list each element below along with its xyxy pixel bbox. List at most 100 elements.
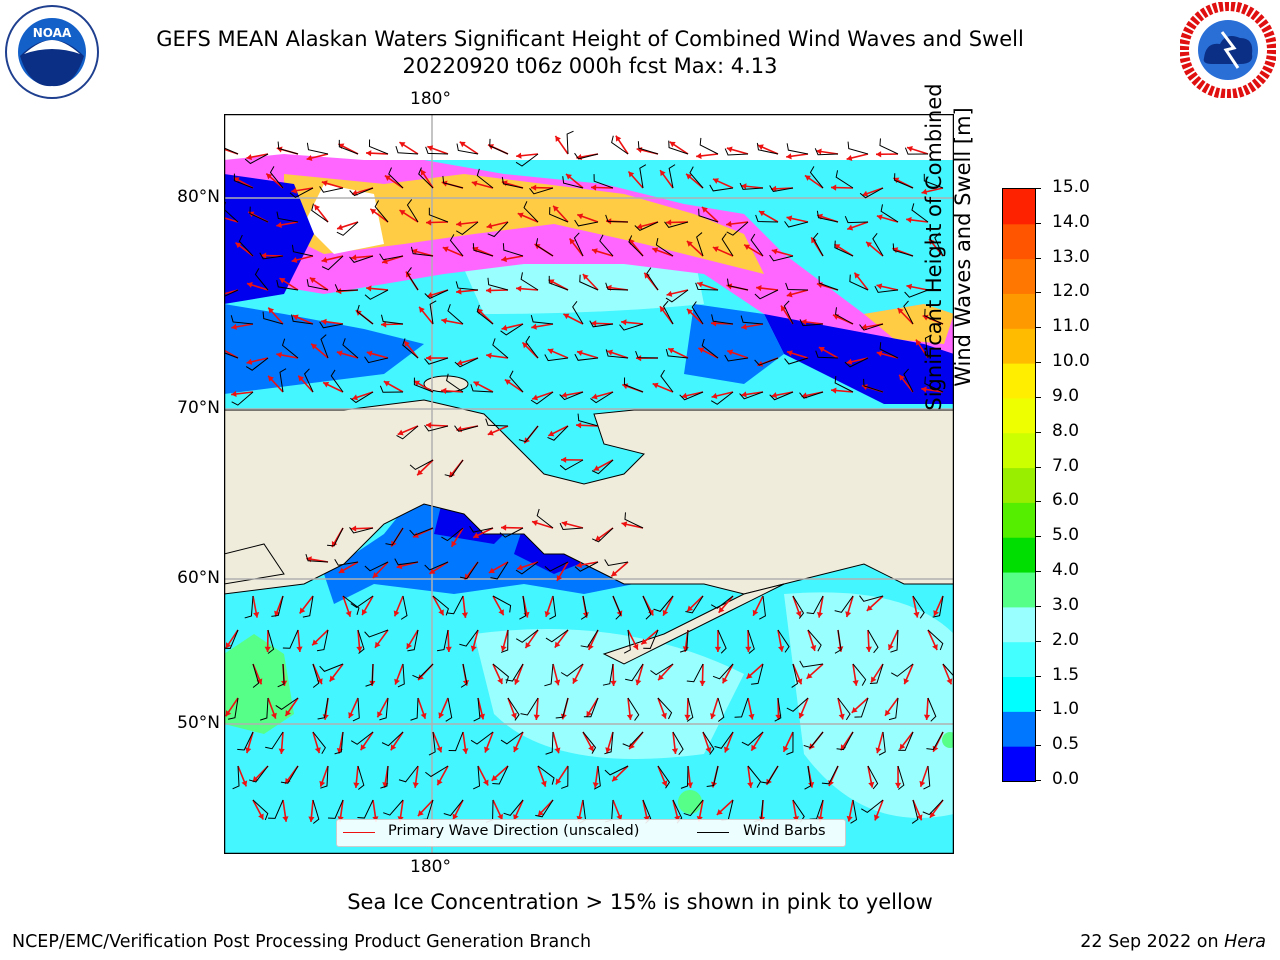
high-wave-zone	[224, 634, 294, 734]
wave-arrow-head	[668, 347, 675, 354]
wave-arrow-head	[419, 306, 425, 313]
wind-barb	[492, 595, 512, 613]
wind-barb	[545, 731, 554, 755]
wind-barb	[501, 176, 524, 189]
colorbar-band	[1003, 293, 1035, 329]
colorbar-tick-label: 2.0	[1052, 629, 1080, 650]
wave-arrow-head	[253, 611, 260, 618]
wave-arrow-head	[846, 154, 853, 161]
wind-barb	[799, 319, 824, 327]
colorbar-tick-mark	[1035, 640, 1041, 642]
wind-barb	[350, 391, 374, 404]
colorbar-tick-mark	[1035, 501, 1041, 503]
light-wave-zone	[474, 629, 744, 759]
wind-barb	[472, 243, 494, 257]
wind-barb	[441, 527, 464, 542]
wave-arrow-head	[701, 206, 708, 213]
wind-barb	[665, 349, 689, 359]
wave-arrow-head	[786, 291, 793, 298]
wind-barb	[349, 187, 374, 197]
wind-barb	[577, 413, 599, 427]
wind-barb	[349, 526, 374, 534]
wind-barb	[350, 731, 374, 745]
sea-ice	[864, 304, 954, 344]
wave-arrow-head	[796, 678, 803, 685]
wind-barb	[529, 187, 554, 195]
wave-arrow-head	[752, 609, 759, 616]
wind-barb	[879, 138, 899, 155]
wind-barb	[739, 182, 764, 190]
wind-barb	[306, 142, 329, 155]
wind-barb	[874, 285, 899, 293]
wind-barb	[680, 765, 689, 789]
wind-barb	[364, 561, 389, 572]
wind-barb	[233, 173, 254, 189]
wind-barb	[328, 799, 344, 819]
wind-barb	[291, 244, 314, 257]
wind-barb	[473, 765, 481, 790]
wave-arrow-head	[899, 743, 906, 750]
wind-barb	[537, 765, 555, 785]
wind-barb	[549, 207, 569, 223]
wind-barb	[244, 595, 254, 619]
wind-barb	[863, 378, 884, 393]
low-wave-zone	[224, 304, 424, 394]
wind-barb	[574, 219, 599, 227]
wave-arrow-head	[607, 349, 614, 356]
wave-arrow-head	[610, 680, 617, 686]
wave-arrow-head	[846, 358, 853, 365]
wind-barb	[485, 418, 509, 427]
wind-barb	[276, 279, 299, 291]
wind-barb	[445, 697, 453, 722]
wave-arrow-head	[741, 323, 747, 330]
wave-arrow-head	[462, 680, 470, 686]
chart-subtitle: 20220920 t06z 000h fcst Max: 4.13	[402, 54, 778, 78]
wind-barb	[619, 323, 644, 331]
wave-arrow-head	[712, 178, 719, 184]
wave-arrow-head	[270, 712, 277, 719]
wind-barb	[282, 629, 299, 649]
wave-arrow-head	[861, 323, 867, 330]
wave-arrow-head	[531, 323, 537, 330]
colorbar-label-line1: Significant Height of Combined	[922, 83, 946, 411]
wave-arrow-head	[577, 213, 584, 220]
wave-arrow-head	[426, 422, 432, 429]
wind-barb	[605, 214, 629, 223]
wave-arrow-head	[316, 678, 323, 685]
wind-barb	[277, 141, 299, 155]
wave-arrow-head	[282, 816, 289, 822]
wind-barb	[724, 148, 749, 156]
wave-arrow-head	[351, 525, 357, 532]
wave-arrow-head	[746, 672, 753, 679]
wind-barb	[306, 279, 329, 291]
wind-barb	[455, 281, 479, 291]
wind-barb	[712, 663, 734, 680]
wind-barb	[364, 356, 389, 364]
wind-barb	[548, 275, 569, 291]
colorbar-label-line2: Wind Waves and Swell [m]	[951, 107, 975, 387]
wind-barb	[409, 527, 434, 536]
wind-barb	[911, 203, 929, 223]
wave-arrow-head	[417, 469, 423, 476]
wind-barb	[593, 174, 614, 189]
wave-arrow-head	[516, 285, 522, 292]
colorbar-tick-label: 5.0	[1052, 525, 1080, 546]
wind-barb	[519, 595, 527, 620]
wind-barb	[349, 255, 374, 263]
wind-barb	[834, 375, 854, 393]
wave-arrow-head	[929, 239, 935, 245]
colorbar-tick-label: 0.5	[1052, 734, 1080, 755]
wind-barb	[625, 663, 644, 682]
wind-barb	[503, 799, 524, 816]
colorbar-band	[1003, 189, 1035, 225]
wind-barb	[583, 697, 599, 718]
map-legend: Primary Wave Direction (unscaled) Wind B…	[336, 819, 846, 847]
colorbar-band	[1003, 328, 1035, 364]
wave-arrow-head	[488, 567, 495, 574]
wave-arrow-head	[225, 642, 232, 649]
wind-barb	[232, 765, 240, 790]
wind-barb	[844, 215, 869, 224]
wave-arrow-head	[744, 244, 751, 251]
wave-arrow-head	[321, 256, 328, 263]
wind-barb	[769, 391, 794, 401]
